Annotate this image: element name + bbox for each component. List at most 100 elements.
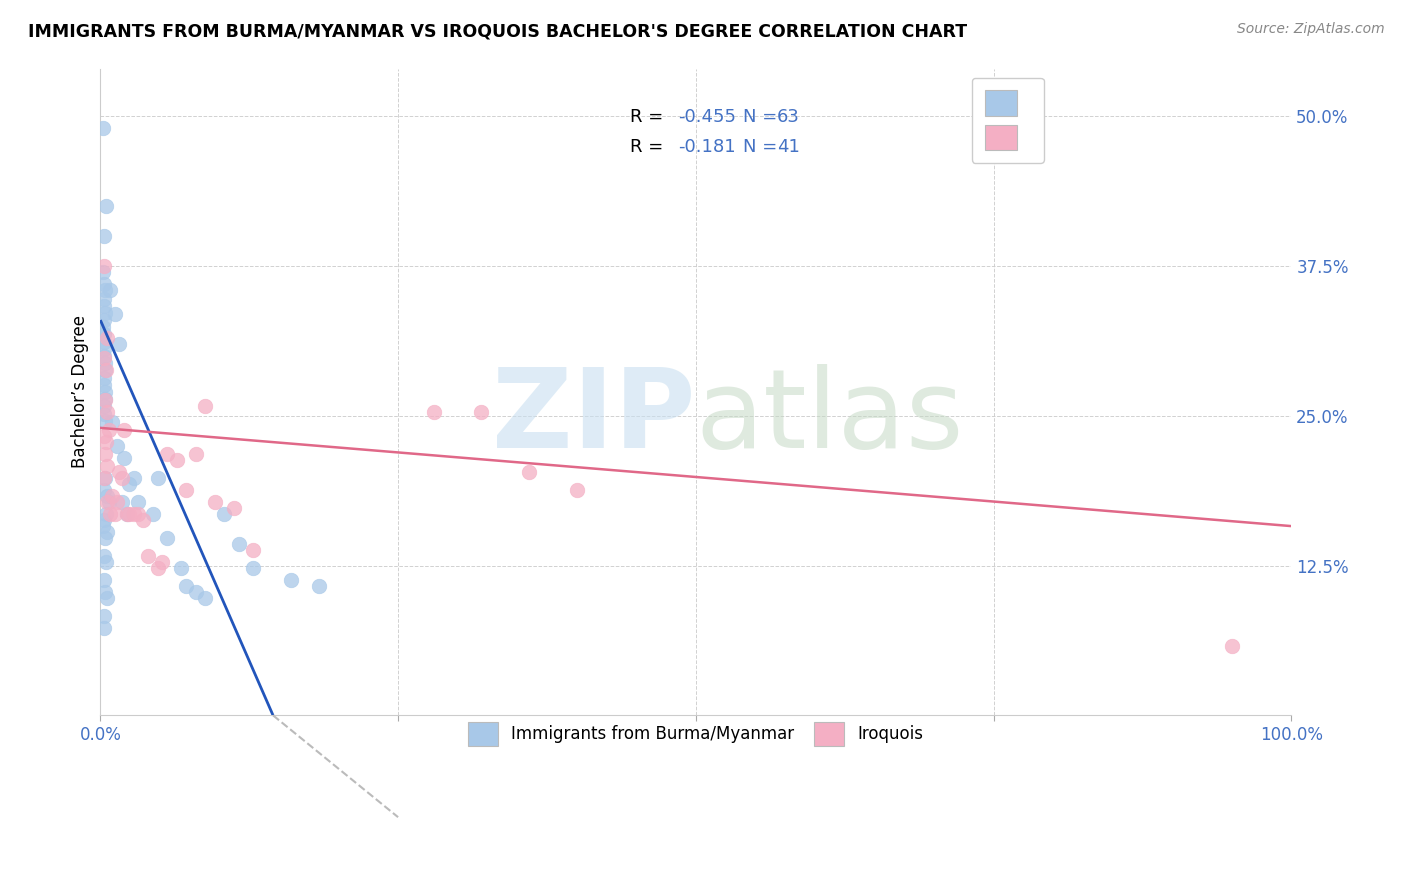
- Point: [91, 320, 114, 334]
- Point: [93, 229, 115, 244]
- Point: [98, 507, 121, 521]
- Point: [146, 471, 169, 485]
- Point: [127, 495, 149, 509]
- Point: [93, 334, 115, 349]
- Point: [93, 349, 115, 363]
- Point: [96, 331, 118, 345]
- Point: [142, 507, 165, 521]
- Point: [93, 342, 115, 356]
- Point: [194, 400, 217, 414]
- Text: atlas: atlas: [696, 364, 965, 471]
- Point: [111, 495, 134, 509]
- Point: [174, 579, 197, 593]
- Point: [146, 561, 169, 575]
- Point: [517, 465, 540, 479]
- Text: Source: ZipAtlas.com: Source: ZipAtlas.com: [1237, 22, 1385, 37]
- Point: [194, 591, 217, 605]
- Point: [1220, 639, 1243, 653]
- Point: [91, 121, 114, 136]
- Point: [94, 471, 117, 485]
- Point: [94, 306, 117, 320]
- Point: [94, 283, 117, 297]
- Point: [96, 405, 118, 419]
- Point: [93, 370, 115, 384]
- Point: [94, 363, 117, 377]
- Point: [93, 483, 115, 498]
- Point: [156, 447, 179, 461]
- Point: [93, 400, 115, 414]
- Point: [136, 549, 159, 563]
- Point: [93, 351, 115, 366]
- Point: [170, 561, 193, 575]
- Point: [94, 392, 117, 406]
- Text: N =: N =: [744, 138, 783, 156]
- Point: [150, 555, 173, 569]
- Point: [112, 423, 135, 437]
- Point: [93, 621, 115, 635]
- Point: [111, 471, 134, 485]
- Point: [94, 393, 117, 408]
- Text: 63: 63: [778, 108, 800, 126]
- Point: [115, 507, 138, 521]
- Point: [93, 609, 115, 624]
- Point: [242, 543, 264, 558]
- Point: [96, 525, 118, 540]
- Point: [97, 423, 120, 437]
- Text: R =: R =: [630, 138, 669, 156]
- Point: [96, 459, 118, 474]
- Point: [280, 573, 302, 587]
- Point: [104, 507, 127, 521]
- Point: [174, 483, 197, 498]
- Y-axis label: Bachelor’s Degree: Bachelor’s Degree: [72, 316, 89, 468]
- Point: [242, 561, 264, 575]
- Point: [96, 495, 118, 509]
- Text: IMMIGRANTS FROM BURMA/MYANMAR VS IROQUOIS BACHELOR'S DEGREE CORRELATION CHART: IMMIGRANTS FROM BURMA/MYANMAR VS IROQUOI…: [28, 22, 967, 40]
- Point: [101, 415, 124, 429]
- Point: [204, 495, 226, 509]
- Point: [96, 507, 118, 521]
- Point: [156, 531, 179, 545]
- Point: [108, 465, 131, 479]
- Point: [118, 477, 141, 491]
- Point: [101, 489, 124, 503]
- Point: [93, 573, 115, 587]
- Point: [91, 519, 114, 533]
- Text: -0.455: -0.455: [678, 108, 735, 126]
- Point: [184, 585, 207, 599]
- Text: -0.181: -0.181: [678, 138, 735, 156]
- Point: [93, 549, 115, 563]
- Point: [308, 579, 330, 593]
- Point: [105, 495, 128, 509]
- Point: [122, 507, 145, 521]
- Point: [222, 501, 245, 516]
- Point: [93, 313, 115, 327]
- Text: N =: N =: [744, 108, 783, 126]
- Point: [93, 429, 115, 443]
- Point: [184, 447, 207, 461]
- Point: [228, 537, 250, 551]
- Point: [565, 483, 588, 498]
- Point: [93, 377, 115, 392]
- Legend: Immigrants from Burma/Myanmar, Iroquois: Immigrants from Burma/Myanmar, Iroquois: [461, 715, 931, 752]
- Point: [94, 531, 117, 545]
- Point: [108, 337, 131, 351]
- Point: [96, 555, 118, 569]
- Point: [112, 450, 135, 465]
- Point: [423, 405, 446, 419]
- Point: [98, 283, 121, 297]
- Point: [105, 439, 128, 453]
- Point: [470, 405, 492, 419]
- Point: [96, 489, 118, 503]
- Point: [93, 292, 115, 306]
- Point: [127, 507, 149, 521]
- Point: [93, 407, 115, 421]
- Text: 41: 41: [778, 138, 800, 156]
- Point: [93, 327, 115, 342]
- Text: R =: R =: [630, 108, 669, 126]
- Point: [104, 307, 127, 321]
- Point: [115, 507, 138, 521]
- Point: [212, 507, 235, 521]
- Point: [118, 507, 141, 521]
- Point: [93, 471, 115, 485]
- Point: [96, 363, 118, 377]
